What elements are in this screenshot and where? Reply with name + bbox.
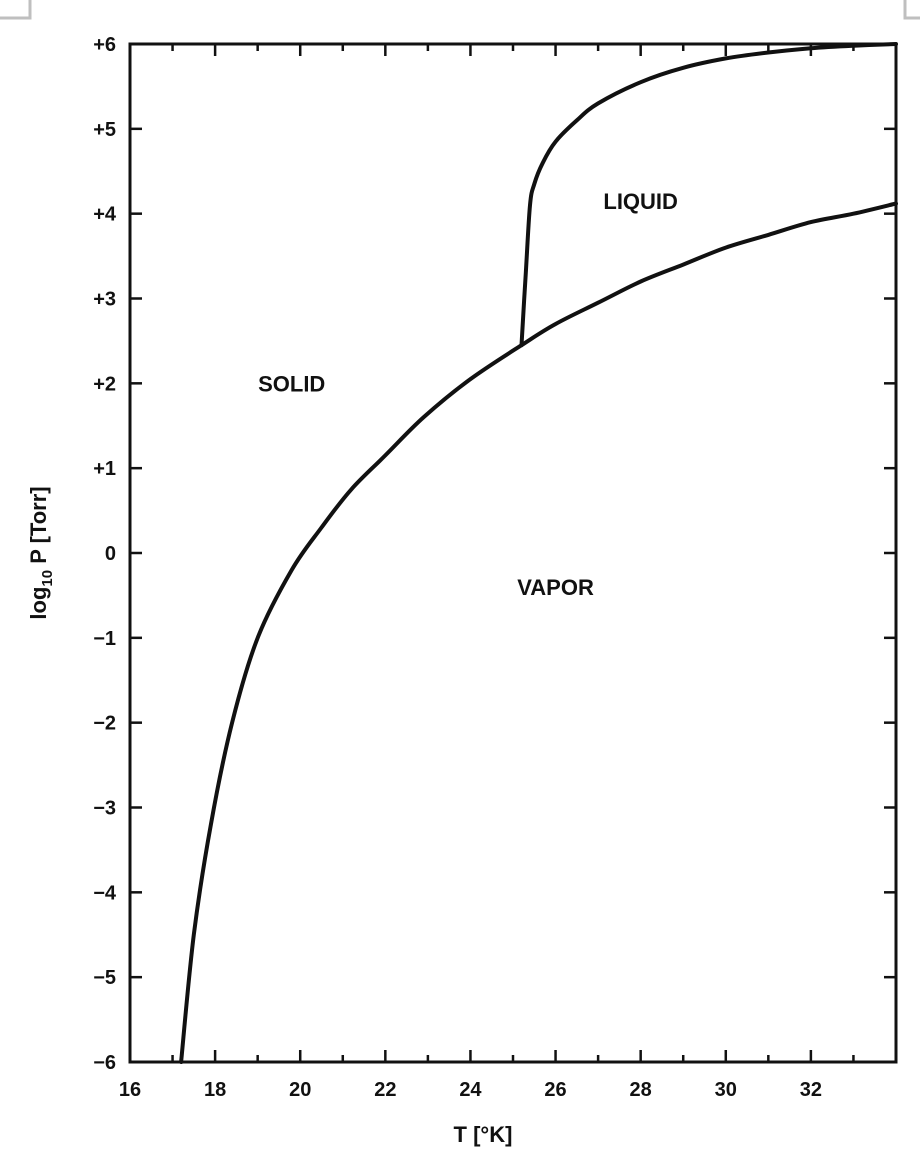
y-tick-label: −2 <box>93 713 116 735</box>
melting-curve <box>519 42 898 348</box>
y-tick-label: +3 <box>93 289 116 311</box>
y-tick-label: 0 <box>105 543 116 565</box>
sublimation-vaporization-curve <box>179 201 898 1064</box>
y-tick-label: −1 <box>93 628 116 650</box>
y-tick-label: −3 <box>93 798 116 820</box>
y-axis-label: log10 P [Torr] <box>26 486 56 619</box>
x-tick-label: 30 <box>715 1079 737 1101</box>
y-tick-label: −6 <box>93 1052 116 1074</box>
crop-mark-left <box>0 0 32 20</box>
x-tick-label: 20 <box>289 1079 311 1101</box>
y-tick-label: +5 <box>93 119 116 141</box>
plot-frame <box>128 42 898 1064</box>
y-tick-label: +4 <box>93 204 117 226</box>
region-label-vapor: VAPOR <box>517 575 594 600</box>
x-tick-label: 32 <box>800 1079 822 1101</box>
y-tick-label: +1 <box>93 458 116 480</box>
x-tick-label: 26 <box>544 1079 566 1101</box>
x-axis-label: T [°K] <box>454 1122 513 1147</box>
axis-ticks <box>128 42 896 1064</box>
y-axis-label-rest: P [Torr] <box>26 486 51 570</box>
region-label-liquid: LIQUID <box>603 189 678 214</box>
y-axis-label-log: log <box>26 587 51 620</box>
x-tick-label: 16 <box>119 1079 141 1101</box>
x-tick-label: 18 <box>204 1079 226 1101</box>
y-tick-label: −5 <box>93 967 116 989</box>
x-tick-labels: 16 18 20 22 24 26 28 30 32 <box>119 1079 822 1101</box>
phase-boundaries <box>179 42 898 1064</box>
y-tick-label: +6 <box>93 34 116 56</box>
y-tick-labels: +6 +5 +4 +3 +2 +1 0 −1 −2 −3 −4 −5 −6 <box>93 34 117 1074</box>
region-labels: SOLID LIQUID VAPOR <box>258 189 678 600</box>
y-axis-label-subscript: 10 <box>39 570 56 587</box>
x-tick-label: 28 <box>630 1079 652 1101</box>
x-tick-label: 22 <box>374 1079 396 1101</box>
y-tick-label: −4 <box>93 882 117 904</box>
region-label-solid: SOLID <box>258 371 325 396</box>
y-tick-label: +2 <box>93 373 116 395</box>
x-tick-label: 24 <box>459 1079 482 1101</box>
crop-mark-right <box>903 0 920 20</box>
